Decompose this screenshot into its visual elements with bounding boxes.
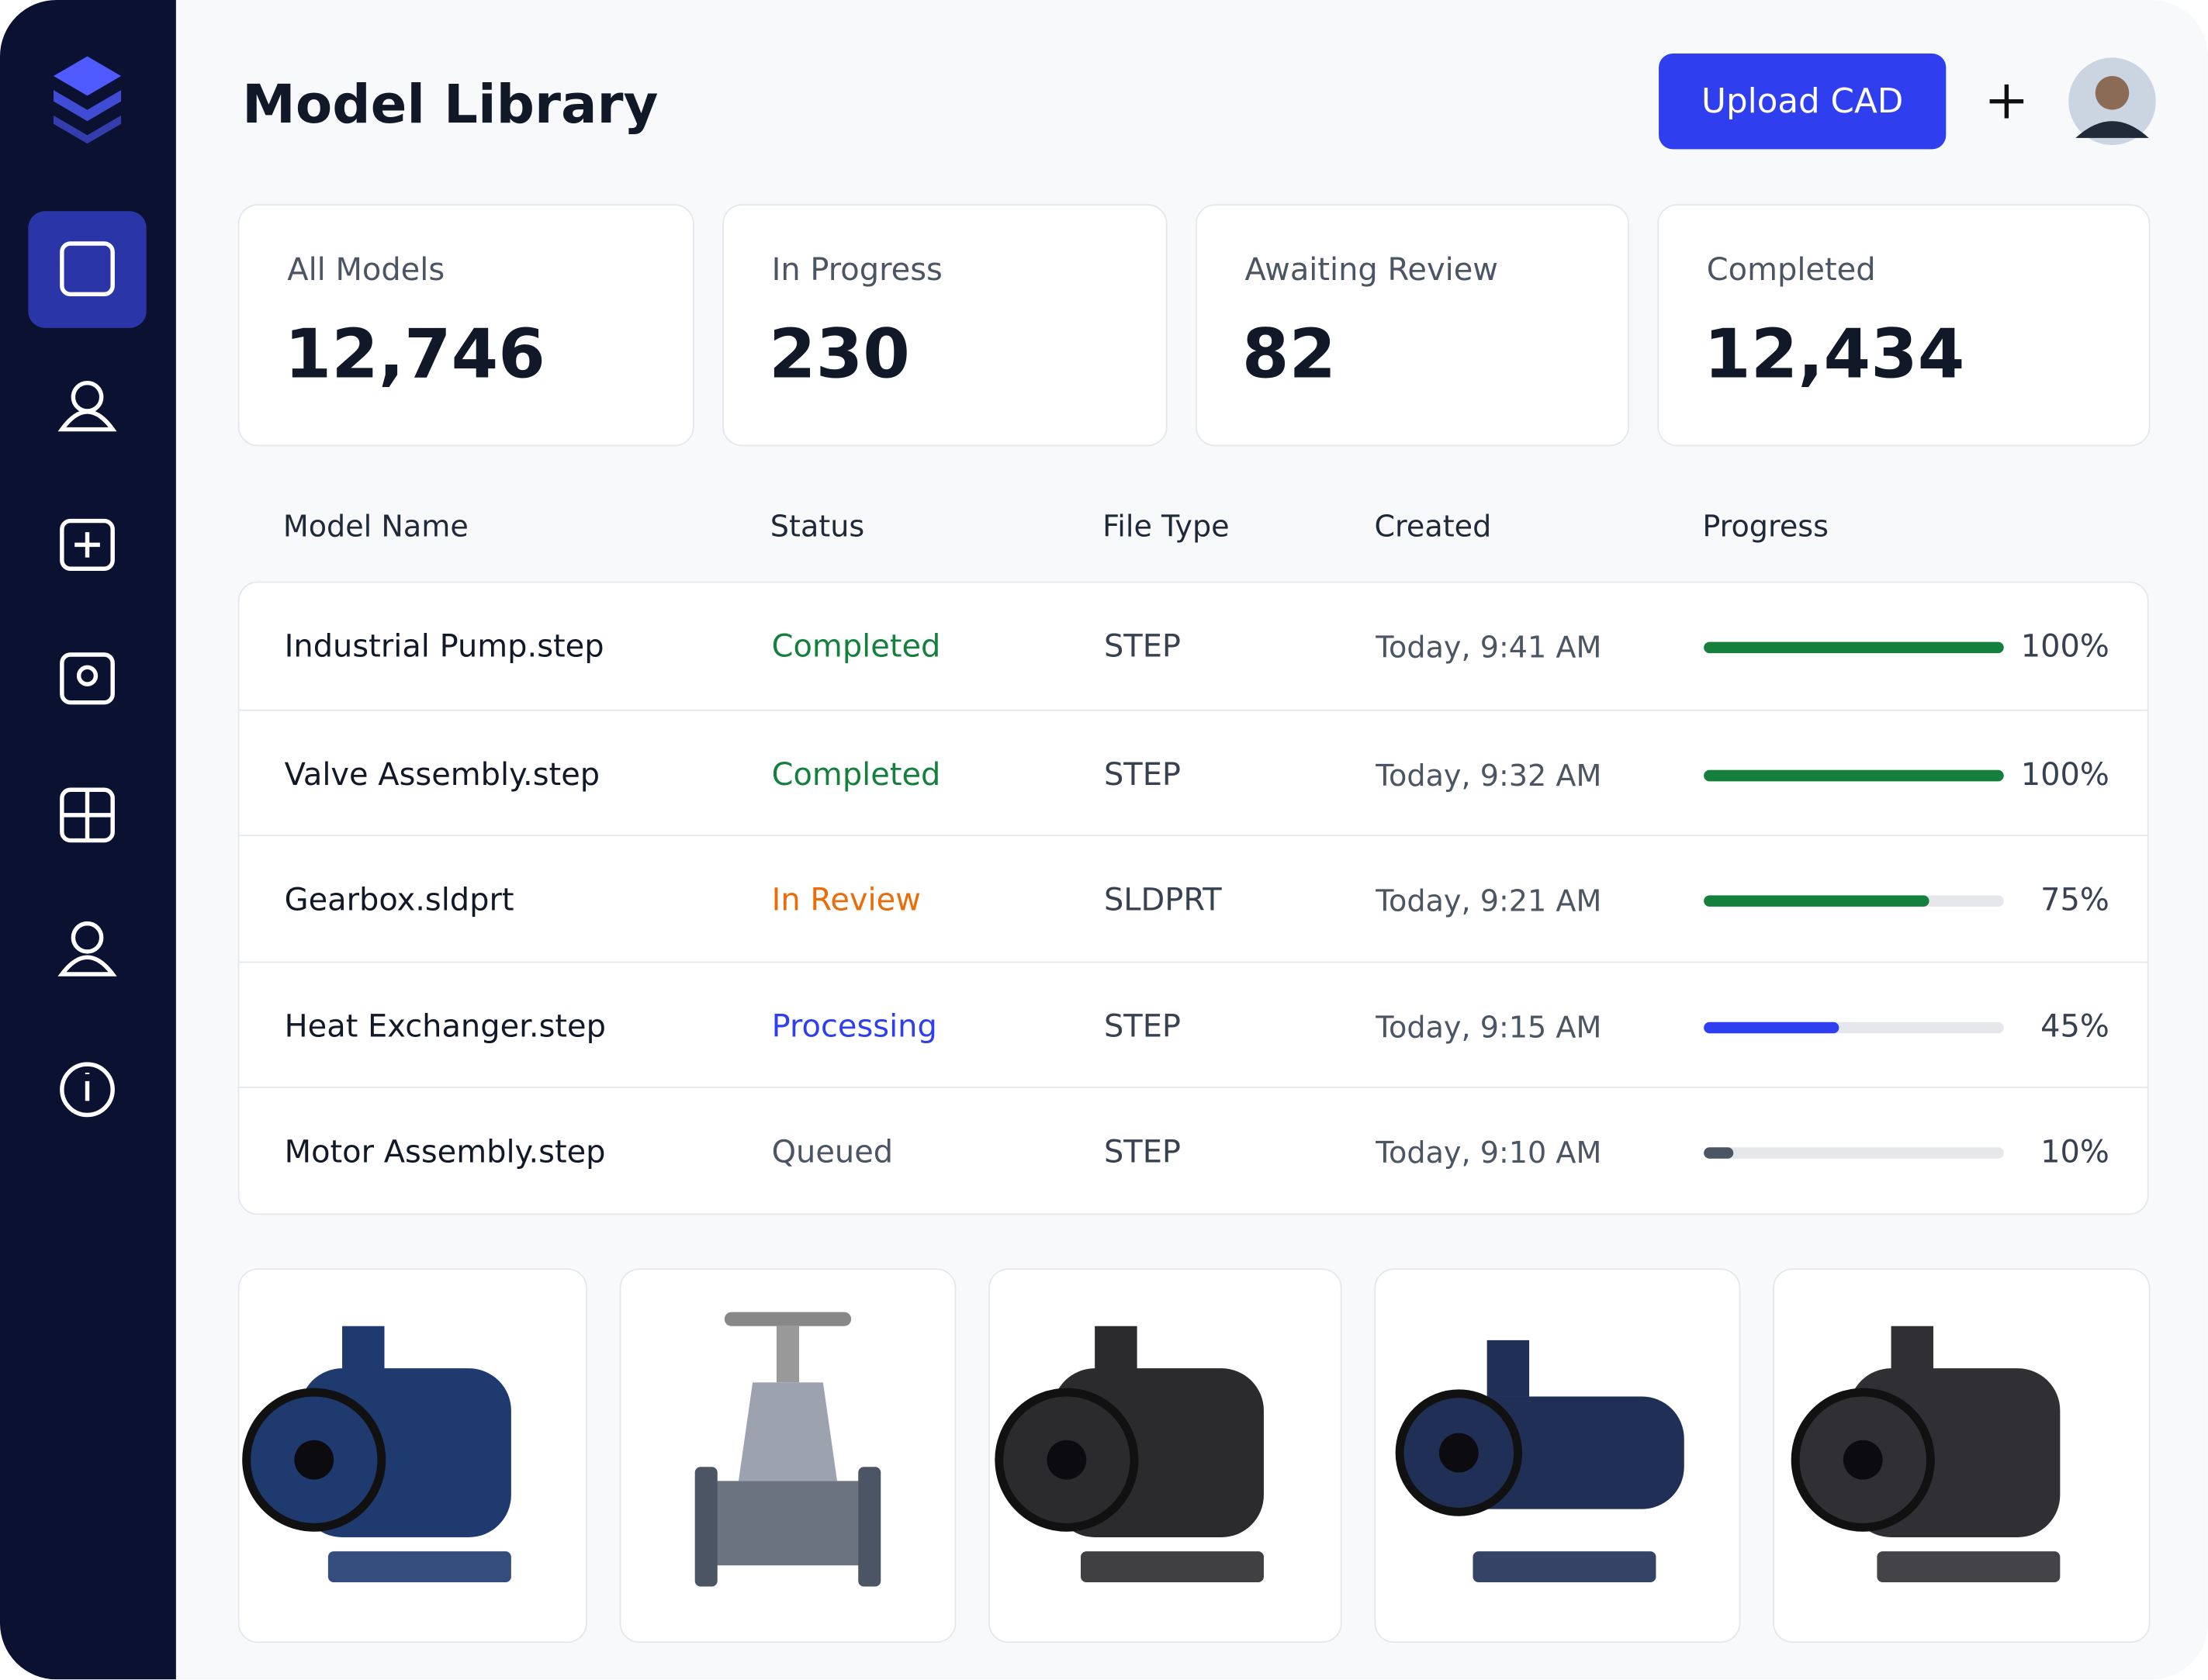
stat-card: Completed 12,434 <box>1657 204 2151 447</box>
sidebar-icons <box>28 56 147 1118</box>
progress-bar <box>1704 895 1929 907</box>
nav-profile[interactable] <box>71 921 104 954</box>
column-header: Progress <box>1702 510 1829 544</box>
model-thumbnail[interactable] <box>988 1268 1342 1644</box>
file-type: SLDPRT <box>1103 883 1222 919</box>
nav-active[interactable] <box>28 211 147 328</box>
model-name: Gearbox.sldprt <box>284 883 514 919</box>
stat-card: All Models 12,746 <box>237 204 694 447</box>
created: Today, 9:21 AM <box>1376 884 1602 918</box>
upload-button[interactable]: Upload CAD <box>1659 53 1947 150</box>
model-image <box>694 1312 881 1587</box>
status: In Review <box>771 883 921 919</box>
progress-track <box>1704 1021 2004 1033</box>
table-row[interactable]: Gearbox.sldprt In Review SLDPRT Today, 9:21… <box>239 835 2147 962</box>
progress-bar <box>1704 1147 1734 1160</box>
table-row[interactable]: Heat Exchanger.step Processing STEP Today, … <box>239 961 2147 1087</box>
model-thumbnail[interactable] <box>1773 1268 2151 1644</box>
sidebar <box>0 0 176 1680</box>
add-button[interactable] <box>1989 84 2024 119</box>
file-type: STEP <box>1103 1136 1182 1171</box>
model-thumbnail[interactable] <box>619 1268 957 1644</box>
stat-value: 12,434 <box>1704 315 1965 395</box>
stat-value: 82 <box>1241 315 1337 395</box>
model-image <box>995 1326 1264 1583</box>
progress-track <box>1704 895 2004 907</box>
progress-label: 45% <box>2040 1009 2109 1046</box>
logo <box>53 56 122 144</box>
nav-info[interactable] <box>60 1062 115 1118</box>
stat-label: Awaiting Review <box>1244 253 1498 289</box>
model-thumbnail[interactable] <box>237 1268 587 1644</box>
stat-card: Awaiting Review 82 <box>1195 204 1629 447</box>
nav-location[interactable] <box>60 652 115 705</box>
status: Completed <box>771 757 941 793</box>
model-name: Motor Assembly.step <box>284 1136 606 1171</box>
file-type: STEP <box>1103 630 1182 665</box>
model-image <box>242 1326 511 1583</box>
nav-add[interactable] <box>60 518 115 571</box>
column-header: Created <box>1374 510 1492 544</box>
status: Completed <box>771 630 941 665</box>
column-header: File Type <box>1102 510 1230 544</box>
table: Industrial Pump.step Completed STEP Today, … <box>237 581 2149 1215</box>
model-name: Valve Assembly.step <box>284 757 600 793</box>
progress-track <box>1704 641 2004 654</box>
stat-value: 12,746 <box>284 315 545 395</box>
model-name: Industrial Pump.step <box>284 630 604 665</box>
stat-label: All Models <box>287 253 445 289</box>
table-row[interactable]: Valve Assembly.step Completed STEP Today, 9… <box>239 709 2147 835</box>
table-row[interactable]: Industrial Pump.step Completed STEP Today, … <box>240 582 2147 708</box>
stat-card: In Progress 230 <box>722 204 1168 447</box>
header-actions <box>1989 57 2156 145</box>
file-type: STEP <box>1103 757 1182 793</box>
progress-track <box>1704 769 2004 781</box>
progress-bar <box>1704 641 2004 654</box>
progress-label: 75% <box>2040 883 2109 919</box>
model-name: Heat Exchanger.step <box>284 1009 606 1046</box>
model-thumbnail[interactable] <box>1374 1268 1741 1644</box>
model-image <box>1791 1326 2061 1583</box>
nav-models[interactable] <box>60 241 115 297</box>
stat-label: Completed <box>1706 253 1876 289</box>
model-image <box>1395 1340 1684 1583</box>
nav-users[interactable] <box>71 380 104 413</box>
created: Today, 9:15 AM <box>1376 1010 1602 1045</box>
page-title: Model Library <box>242 73 659 136</box>
progress-label: 100% <box>2020 630 2109 665</box>
created: Today, 9:32 AM <box>1376 758 1602 793</box>
column-header: Status <box>770 510 865 544</box>
progress-track <box>1704 1147 2004 1160</box>
status: Processing <box>771 1009 937 1046</box>
stat-label: In Progress <box>771 253 943 289</box>
file-type: STEP <box>1103 1009 1182 1046</box>
table-row[interactable]: Motor Assembly.step Queued STEP Today, 9:10… <box>239 1087 2147 1214</box>
stat-value: 230 <box>768 315 910 395</box>
status: Queued <box>771 1136 894 1171</box>
progress-bar <box>1704 1021 1839 1033</box>
progress-label: 10% <box>2040 1136 2109 1171</box>
progress-label: 100% <box>2020 757 2109 793</box>
column-header: Model Name <box>282 510 469 544</box>
created: Today, 9:10 AM <box>1376 1136 1602 1170</box>
progress-bar <box>1704 769 2004 781</box>
created: Today, 9:41 AM <box>1376 631 1602 665</box>
